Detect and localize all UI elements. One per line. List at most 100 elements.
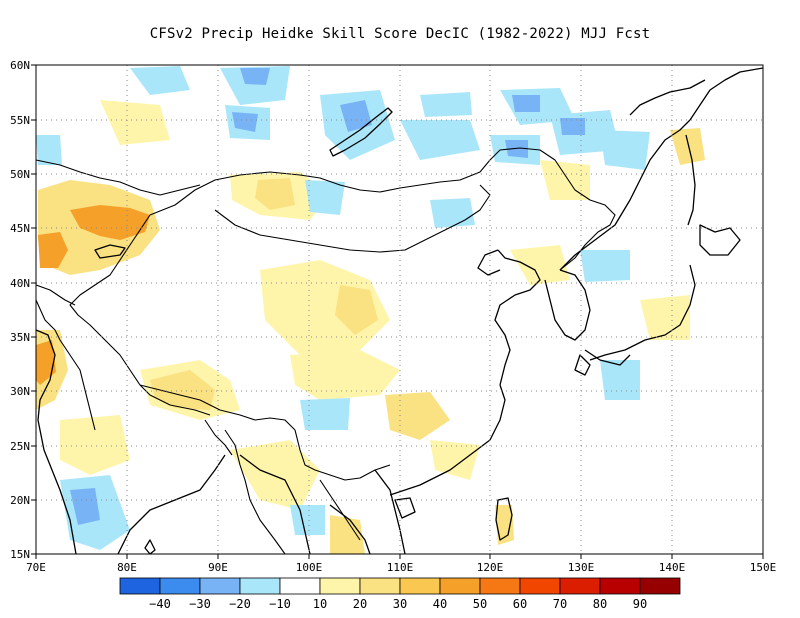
shade-cool-ne2b <box>560 118 585 135</box>
shade-cool-n2 <box>220 66 290 105</box>
lon-axis: 70E 80E 90E 100E 110E 120E 130E 140E 150… <box>26 554 776 574</box>
colorbar-label: 10 <box>313 597 327 611</box>
border-himalaya <box>139 384 296 431</box>
coast-japan-hokkaido <box>699 224 741 256</box>
colorbar-label: 20 <box>353 597 367 611</box>
border-kazakh-russia <box>35 159 201 196</box>
shade-south <box>385 392 450 440</box>
lat-label: 45N <box>10 222 30 235</box>
shade-indochina <box>330 515 365 554</box>
coast-balkhash <box>94 244 126 259</box>
shade-cool-okhotsk <box>600 130 650 170</box>
coast-sri-lanka <box>144 539 156 555</box>
coast-sakhalin <box>685 134 696 226</box>
lon-label: 140E <box>659 561 686 574</box>
lon-label: 70E <box>26 561 46 574</box>
coast-indochina <box>239 454 311 555</box>
lat-label: 60N <box>10 59 30 72</box>
colorbar-swatch <box>319 577 361 595</box>
coast-okhotsk <box>689 67 764 121</box>
colorbar: −40 −30 −20 −10 10 20 30 40 50 60 70 80 … <box>119 577 681 611</box>
shade-taiwan <box>495 505 514 545</box>
coast-kyushu <box>574 354 591 376</box>
colorbar-swatch <box>559 577 601 595</box>
border-afghan <box>35 299 61 341</box>
border-bangladesh <box>204 419 233 456</box>
lon-label: 130E <box>568 561 595 574</box>
shade-cool-ne1b <box>512 95 540 112</box>
shade-cool-korea <box>580 250 630 282</box>
lat-label: 30N <box>10 385 30 398</box>
colorbar-label: 60 <box>513 597 527 611</box>
lon-label: 100E <box>296 561 323 574</box>
colorbar-label: −40 <box>149 597 171 611</box>
colorbar-swatch <box>599 577 641 595</box>
colorbar-swatch <box>439 577 481 595</box>
coast-malay <box>329 504 371 555</box>
colorbar-label: 40 <box>433 597 447 611</box>
shade-mongolia-mid <box>255 178 295 210</box>
colorbar-label: 90 <box>633 597 647 611</box>
colorbar-label: 50 <box>473 597 487 611</box>
coast-kamchatka <box>629 79 706 116</box>
coast-india-east <box>117 454 226 555</box>
border-china-sw <box>294 429 391 481</box>
colorbar-label: 30 <box>393 597 407 611</box>
lon-label: 80E <box>117 561 137 574</box>
shade-cool-tibet-s <box>300 398 350 430</box>
shade-cool-sayan-b <box>232 112 258 132</box>
shade-cool-baikal-b <box>340 100 372 132</box>
shade-cool-sea <box>600 360 640 400</box>
shade-cool-gobi <box>430 198 475 228</box>
shade-cool-mongolia <box>305 180 345 215</box>
coast-korea <box>544 269 591 341</box>
shade-hot-west <box>38 232 68 268</box>
lat-label: 25N <box>10 440 30 453</box>
lat-label: 35N <box>10 331 30 344</box>
colorbar-swatch <box>639 577 681 595</box>
coastlines <box>35 67 764 555</box>
lon-label: 90E <box>208 561 228 574</box>
shade-central2 <box>335 285 378 335</box>
lat-label: 20N <box>10 494 30 507</box>
shade-siberia1 <box>100 100 170 145</box>
lon-label: 110E <box>387 561 414 574</box>
colorbar-swatch <box>359 577 401 595</box>
colorbar-swatch <box>159 577 201 595</box>
gridlines <box>36 65 763 554</box>
shade-cool-bay <box>290 505 325 535</box>
map-title: CFSv2 Precip Heidke Skill Score DecIC (1… <box>149 26 651 42</box>
coast-vietnam <box>374 469 406 555</box>
colorbar-swatch <box>519 577 561 595</box>
border-central-asia <box>35 284 76 306</box>
shade-china-ne <box>510 245 570 285</box>
lat-label: 15N <box>10 548 30 561</box>
border-pakistan <box>59 339 96 431</box>
coast-china-e <box>494 249 541 386</box>
coast-bohai <box>477 249 501 276</box>
shade-siberia2 <box>540 160 590 200</box>
border-myanmar <box>224 429 286 555</box>
shade-cool-n2b <box>240 68 270 85</box>
colorbar-label: −20 <box>229 597 251 611</box>
colorbar-swatch <box>239 577 281 595</box>
shade-cool-amur-b <box>505 140 528 158</box>
colorbar-swatch <box>119 577 161 595</box>
coast-china-s <box>389 384 506 496</box>
lon-label: 120E <box>477 561 504 574</box>
shade-far-ne <box>670 128 705 165</box>
shade-se <box>430 440 480 480</box>
shade-hot-kazakh <box>70 205 150 240</box>
shade-sichuan <box>290 350 400 400</box>
lat-label: 55N <box>10 114 30 127</box>
coast-japan-south <box>584 349 631 366</box>
border-laos <box>319 479 361 541</box>
shade-japan <box>640 295 690 340</box>
lat-axis: 60N 55N 50N 45N 40N 35N 30N 25N 20N 15N <box>10 59 36 561</box>
lat-label: 40N <box>10 277 30 290</box>
colorbar-label: −30 <box>189 597 211 611</box>
shade-yunnan <box>230 440 320 510</box>
shade-cool-west <box>36 135 62 165</box>
colorbar-label: 70 <box>553 597 567 611</box>
